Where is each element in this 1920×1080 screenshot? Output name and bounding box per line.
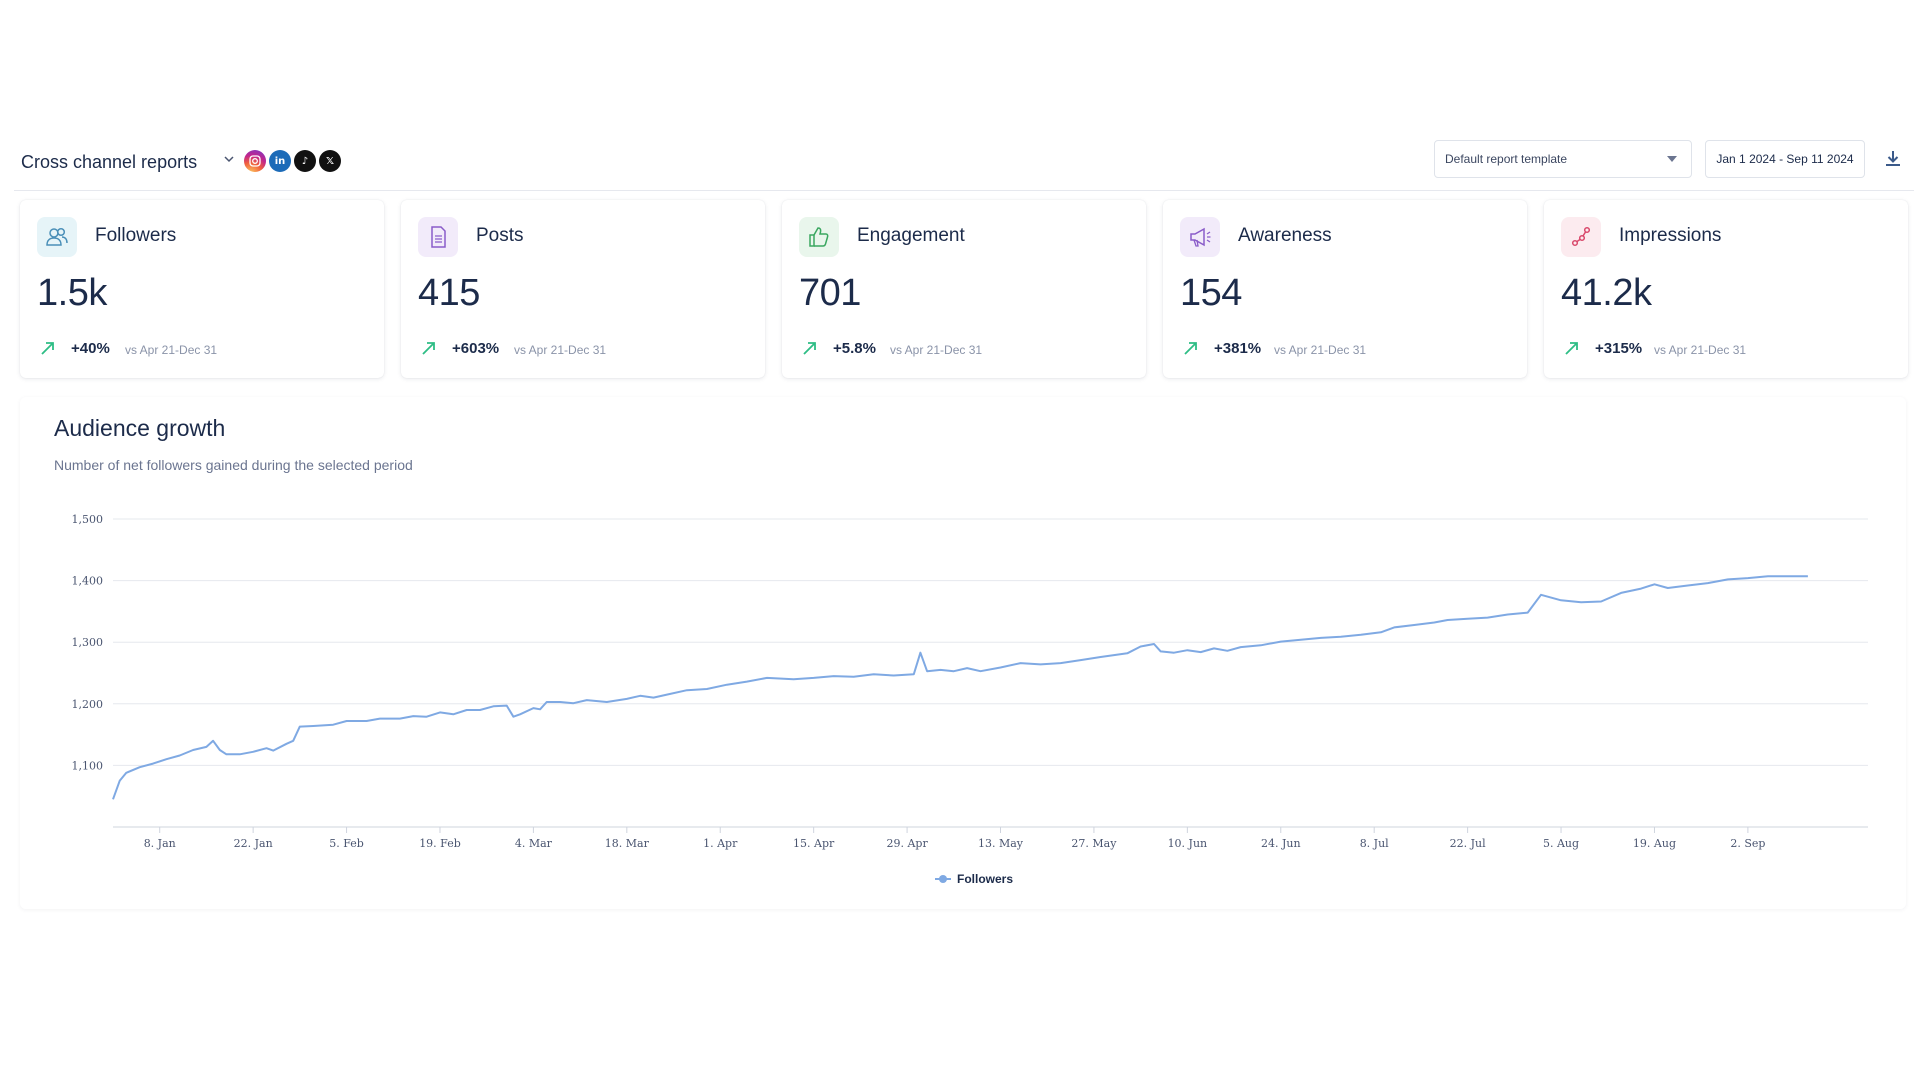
page-title[interactable]: Cross channel reports <box>21 152 198 172</box>
y-tick-label: 1,500 <box>72 513 104 526</box>
metric-change: +603% <box>452 340 500 357</box>
metric-value: 1.5k <box>37 272 107 314</box>
document-icon <box>418 217 458 257</box>
trend-up-icon <box>1184 342 1197 355</box>
y-tick-label: 1,300 <box>72 636 104 649</box>
metric-change: +40% <box>71 340 110 357</box>
x-tick-label: 5. Aug <box>1543 837 1579 850</box>
metric-change: +381% <box>1214 340 1262 357</box>
metric-label: Awareness <box>1238 225 1332 246</box>
metric-change: +315% <box>1595 340 1643 357</box>
x-tick-label: 27. May <box>1071 837 1117 850</box>
x-tick-label: 1. Apr <box>703 837 738 850</box>
template-select-value: Default report template <box>1445 152 1568 166</box>
x-icon: 𝕏 <box>319 150 341 172</box>
metric-card-impressions[interactable]: Impressions 41.2k +315% vs Apr 21-Dec 31 <box>1544 200 1908 378</box>
metric-change: +5.8% <box>833 340 876 357</box>
trend-up-icon <box>41 342 54 355</box>
instagram-icon <box>244 150 266 172</box>
metric-label: Followers <box>95 225 177 246</box>
y-tick-label: 1,200 <box>72 698 104 711</box>
x-tick-label: 8. Jan <box>144 837 176 850</box>
report-template-select[interactable]: Default report template <box>1434 140 1692 178</box>
y-tick-label: 1,400 <box>72 575 104 588</box>
chart-title: Audience growth <box>54 415 226 441</box>
x-tick-label: 4. Mar <box>515 837 553 850</box>
x-tick-label: 8. Jul <box>1360 837 1389 850</box>
download-icon[interactable] <box>1882 148 1904 170</box>
y-tick-label: 1,100 <box>72 759 104 772</box>
trend-up-icon <box>1565 342 1578 355</box>
metric-label: Engagement <box>857 225 965 246</box>
users-icon <box>37 217 77 257</box>
x-tick-label: 22. Jan <box>234 837 273 850</box>
report-header: Cross channel reports in ♪ 𝕏 Default rep… <box>14 140 1914 191</box>
x-tick-label: 15. Apr <box>793 837 835 850</box>
megaphone-icon <box>1180 217 1220 257</box>
metric-value: 415 <box>418 272 480 314</box>
tiktok-icon: ♪ <box>294 150 316 172</box>
chart-subtitle: Number of net followers gained during th… <box>54 457 413 473</box>
linkedin-icon: in <box>269 150 291 172</box>
metric-compare: vs Apr 21-Dec 31 <box>1654 343 1747 357</box>
x-tick-label: 19. Feb <box>419 837 461 850</box>
x-tick-label: 19. Aug <box>1633 837 1676 850</box>
trend-up-icon <box>422 342 435 355</box>
metric-value: 154 <box>1180 272 1242 314</box>
metric-compare: vs Apr 21-Dec 31 <box>514 343 607 357</box>
metric-compare: vs Apr 21-Dec 31 <box>1274 343 1367 357</box>
metric-card-posts[interactable]: Posts 415 +603% vs Apr 21-Dec 31 <box>401 200 765 378</box>
metric-card-awareness[interactable]: Awareness 154 +381% vs Apr 21-Dec 31 <box>1163 200 1527 378</box>
metric-label: Posts <box>476 225 524 246</box>
metric-value: 41.2k <box>1561 272 1652 314</box>
series-line-followers <box>112 575 1808 800</box>
share-icon <box>1561 217 1601 257</box>
caret-down-icon <box>1667 156 1677 162</box>
metric-card-engagement[interactable]: Engagement 701 +5.8% vs Apr 21-Dec 31 <box>782 200 1146 378</box>
x-tick-label: 5. Feb <box>329 837 364 850</box>
audience-growth-chart: 1,100 1,200 1,300 1,400 1,500 8. Jan 22. Jan 5.… <box>72 513 1868 886</box>
x-tick-label: 22. Jul <box>1450 837 1486 850</box>
x-tick-label: 10. Jun <box>1168 837 1208 850</box>
metric-value: 701 <box>799 272 861 314</box>
audience-growth-card: 1,100 1,200 1,300 1,400 1,500 8. Jan 22. Jan 5.… <box>20 397 1906 909</box>
trend-up-icon <box>803 342 816 355</box>
legend-swatch-dot <box>939 875 947 883</box>
metric-card-followers[interactable]: Followers 1.5k +40% vs Apr 21-Dec 31 <box>20 200 384 378</box>
x-tick-label: 24. Jun <box>1261 837 1301 850</box>
metric-compare: vs Apr 21-Dec 31 <box>125 343 218 357</box>
legend-label-followers: Followers <box>957 872 1013 886</box>
metric-compare: vs Apr 21-Dec 31 <box>890 343 983 357</box>
chevron-down-icon[interactable] <box>222 152 236 166</box>
date-range-picker[interactable]: Jan 1 2024 - Sep 11 2024 <box>1705 140 1865 178</box>
x-tick-label: 18. Mar <box>605 837 650 850</box>
thumbs-up-icon <box>799 217 839 257</box>
metric-label: Impressions <box>1619 225 1722 246</box>
x-tick-label: 13. May <box>978 837 1024 850</box>
x-tick-label: 29. Apr <box>886 837 928 850</box>
network-icons: in ♪ 𝕏 <box>244 150 344 172</box>
x-tick-label: 2. Sep <box>1730 837 1765 850</box>
